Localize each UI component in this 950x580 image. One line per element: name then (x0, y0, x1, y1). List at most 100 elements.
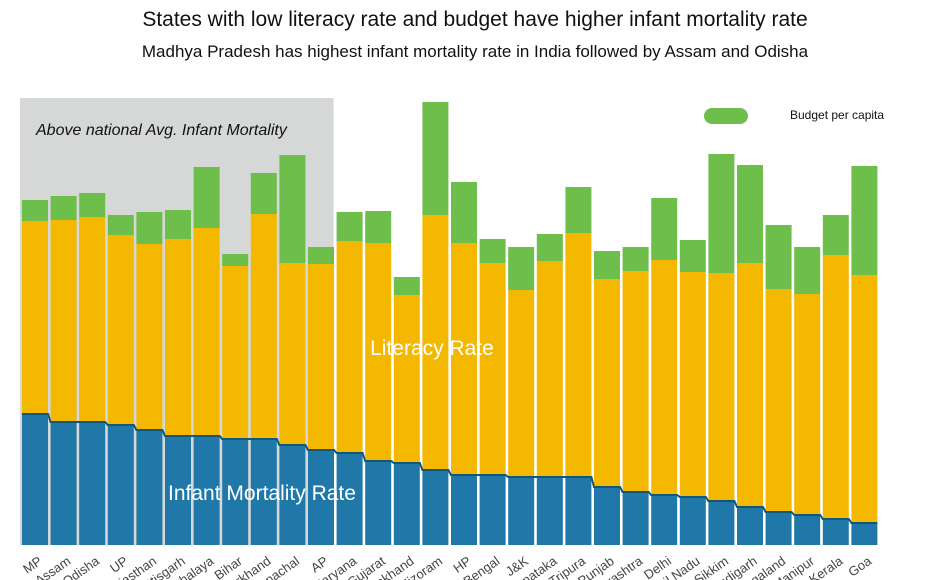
bar-infant-mortality-rate-19 (565, 477, 592, 545)
bar-infant-mortality-rate-26 (765, 512, 792, 545)
bar-literacy-rate-28 (822, 255, 849, 519)
bar-infant-mortality-rate-29 (851, 523, 878, 545)
bar-infant-mortality-rate-16 (479, 475, 506, 545)
bar-infant-mortality-rate-2 (79, 422, 106, 545)
bar-budget-per-capita-7 (222, 254, 249, 266)
bar-budget-per-capita-5 (165, 210, 191, 239)
bar-budget-per-capita-8 (250, 173, 277, 214)
bar-budget-per-capita-0 (22, 200, 48, 221)
highlight-label: Above national Avg. Infant Mortality (35, 122, 288, 139)
bar-budget-per-capita-16 (479, 239, 506, 263)
bar-literacy-rate-15 (451, 243, 477, 475)
bar-infant-mortality-rate-21 (622, 492, 649, 545)
bar-literacy-rate-24 (708, 273, 735, 501)
bar-budget-per-capita-2 (79, 193, 106, 217)
bar-infant-mortality-rate-25 (737, 507, 763, 545)
bar-budget-per-capita-13 (393, 277, 420, 295)
bar-infant-mortality-rate-24 (708, 501, 735, 545)
bar-literacy-rate-27 (794, 294, 821, 515)
bar-budget-per-capita-9 (279, 155, 306, 263)
bar-literacy-rate-26 (765, 289, 792, 512)
bar-budget-per-capita-4 (136, 212, 163, 244)
bar-literacy-rate-4 (136, 244, 163, 430)
bar-budget-per-capita-21 (622, 247, 649, 271)
chart-title: States with low literacy rate and budget… (142, 8, 808, 31)
bar-infant-mortality-rate-20 (594, 487, 620, 545)
bar-infant-mortality-rate-18 (536, 477, 563, 545)
bar-infant-mortality-rate-4 (136, 430, 163, 545)
bar-literacy-rate-13 (393, 295, 420, 463)
bar-budget-per-capita-22 (651, 198, 678, 260)
bar-literacy-rate-8 (250, 214, 277, 439)
infant-mortality-trend-line (22, 413, 878, 524)
bar-literacy-rate-3 (107, 235, 134, 425)
bar-literacy-rate-0 (22, 221, 48, 414)
bar-infant-mortality-rate-3 (107, 425, 134, 545)
bar-infant-mortality-rate-23 (679, 497, 706, 545)
bar-budget-per-capita-23 (679, 240, 706, 272)
bar-budget-per-capita-27 (794, 247, 821, 294)
bar-literacy-rate-9 (279, 263, 306, 445)
legend: Budget per capita (704, 108, 884, 124)
bar-literacy-rate-20 (594, 279, 620, 487)
bar-budget-per-capita-14 (422, 102, 449, 215)
bar-budget-per-capita-15 (451, 182, 477, 243)
bar-infant-mortality-rate-0 (22, 414, 48, 545)
bar-literacy-rate-10 (308, 264, 334, 450)
bar-literacy-rate-22 (651, 260, 678, 495)
bar-infant-mortality-rate-14 (422, 470, 449, 545)
bar-infant-mortality-rate-27 (794, 515, 821, 545)
bar-literacy-rate-6 (193, 228, 220, 436)
x-tick-label: Goa (845, 553, 874, 580)
bar-literacy-rate-18 (536, 261, 563, 477)
series-label-literacy-rate: Literacy Rate (370, 337, 494, 360)
bar-infant-mortality-rate-15 (451, 475, 477, 545)
bar-literacy-rate-2 (79, 217, 106, 422)
bar-infant-mortality-rate-6 (193, 436, 220, 545)
bar-literacy-rate-16 (479, 263, 506, 475)
bar-infant-mortality-rate-12 (365, 461, 392, 545)
series-labels-group: Infant Mortality Rate Literacy Rate (168, 337, 494, 505)
bar-infant-mortality-rate-22 (651, 495, 678, 545)
bar-infant-mortality-rate-28 (822, 519, 849, 545)
legend-swatch-budget (704, 108, 748, 124)
bar-infant-mortality-rate-5 (165, 436, 191, 545)
x-tick-labels: MPAssamOdishaUPRajasthanChhattisgarhMegh… (20, 553, 875, 580)
bar-literacy-rate-7 (222, 266, 249, 439)
bar-literacy-rate-14 (422, 215, 449, 470)
bar-budget-per-capita-20 (594, 251, 620, 279)
bar-budget-per-capita-12 (365, 211, 392, 243)
bar-budget-per-capita-1 (50, 196, 77, 220)
bar-budget-per-capita-26 (765, 225, 792, 289)
bar-infant-mortality-rate-8 (250, 439, 277, 545)
bar-infant-mortality-rate-17 (508, 477, 535, 545)
bar-literacy-rate-11 (336, 241, 363, 453)
bar-budget-per-capita-28 (822, 215, 849, 255)
bar-budget-per-capita-25 (737, 165, 763, 263)
bar-budget-per-capita-3 (107, 215, 134, 235)
bar-literacy-rate-21 (622, 271, 649, 492)
bar-budget-per-capita-17 (508, 247, 535, 290)
bar-budget-per-capita-19 (565, 187, 592, 233)
bars-group (22, 102, 878, 545)
bar-literacy-rate-19 (565, 233, 592, 477)
bar-budget-per-capita-6 (193, 167, 220, 228)
bar-budget-per-capita-10 (308, 247, 334, 264)
bar-infant-mortality-rate-11 (336, 453, 363, 545)
bar-infant-mortality-rate-1 (50, 422, 77, 545)
chart-subtitle: Madhya Pradesh has highest infant mortal… (141, 42, 809, 61)
bar-budget-per-capita-11 (336, 212, 363, 241)
bar-budget-per-capita-24 (708, 154, 735, 273)
bar-literacy-rate-12 (365, 243, 392, 461)
bar-budget-per-capita-29 (851, 166, 878, 275)
bar-literacy-rate-5 (165, 239, 191, 436)
bar-literacy-rate-25 (737, 263, 763, 507)
bar-literacy-rate-23 (679, 272, 706, 497)
series-label-infant-mortality-rate: Infant Mortality Rate (168, 482, 356, 505)
bar-infant-mortality-rate-13 (393, 463, 420, 545)
bar-infant-mortality-rate-9 (279, 445, 306, 545)
bar-literacy-rate-1 (50, 220, 77, 422)
legend-label-budget: Budget per capita (790, 108, 884, 122)
bar-literacy-rate-17 (508, 290, 535, 477)
